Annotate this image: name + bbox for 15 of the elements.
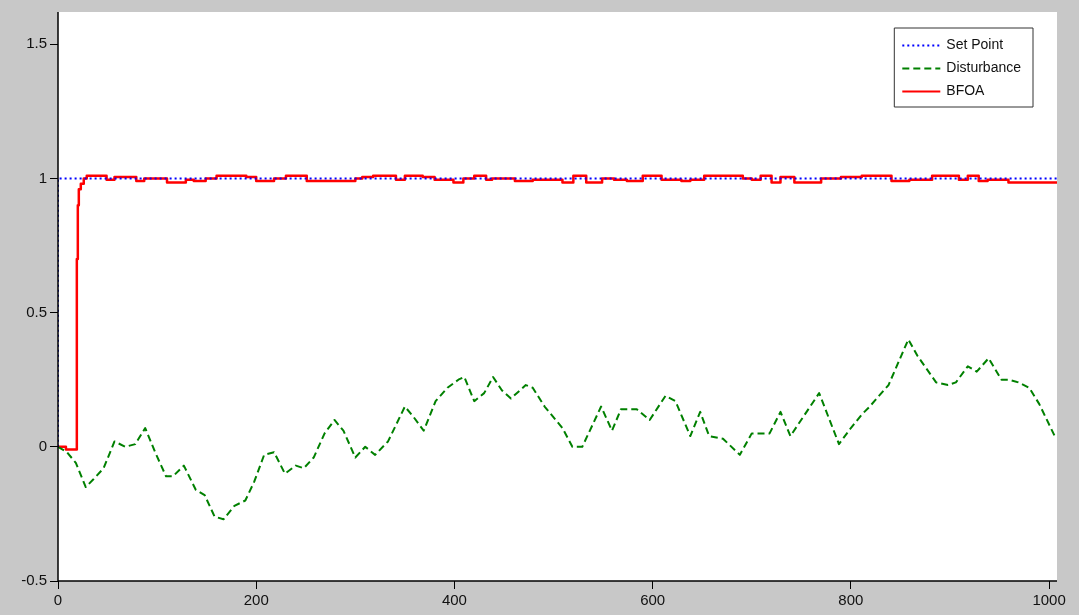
y-tick-label: 0 xyxy=(38,436,47,454)
x-tick-label: 0 xyxy=(53,591,63,609)
x-tick-label: 200 xyxy=(243,591,269,609)
y-tick-label: 1.5 xyxy=(26,34,47,52)
line-series xyxy=(58,338,1057,521)
x-tick-label: 600 xyxy=(640,591,666,609)
x-tick-label: 400 xyxy=(441,591,467,609)
y-tick-label: 0.5 xyxy=(26,302,47,320)
x-tick-label: 1000 xyxy=(1032,591,1066,609)
legend-label: Disturbance xyxy=(946,59,1022,76)
y-tick-label: 1 xyxy=(38,168,47,186)
legend-label: Set Point xyxy=(946,36,1004,53)
legend-label: BFOA xyxy=(946,82,986,99)
x-tick-label: 800 xyxy=(838,591,864,609)
y-tick-label: -0.5 xyxy=(21,571,47,589)
